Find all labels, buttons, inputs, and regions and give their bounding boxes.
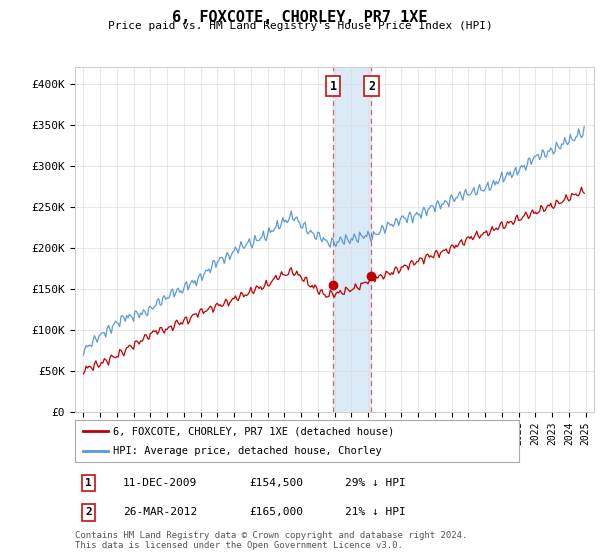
Text: Price paid vs. HM Land Registry's House Price Index (HPI): Price paid vs. HM Land Registry's House … bbox=[107, 21, 493, 31]
Bar bbox=[333, 67, 371, 412]
Text: HPI: Average price, detached house, Chorley: HPI: Average price, detached house, Chor… bbox=[113, 446, 382, 456]
Text: 11-DEC-2009: 11-DEC-2009 bbox=[123, 478, 197, 488]
Text: 2: 2 bbox=[85, 507, 92, 517]
Text: 1: 1 bbox=[85, 478, 92, 488]
Text: Contains HM Land Registry data © Crown copyright and database right 2024.
This d: Contains HM Land Registry data © Crown c… bbox=[75, 530, 467, 550]
Text: 29% ↓ HPI: 29% ↓ HPI bbox=[345, 478, 406, 488]
Text: £165,000: £165,000 bbox=[249, 507, 303, 517]
Text: 2: 2 bbox=[368, 80, 375, 92]
Text: 1: 1 bbox=[329, 80, 337, 92]
Text: 6, FOXCOTE, CHORLEY, PR7 1XE (detached house): 6, FOXCOTE, CHORLEY, PR7 1XE (detached h… bbox=[113, 426, 394, 436]
Text: 6, FOXCOTE, CHORLEY, PR7 1XE: 6, FOXCOTE, CHORLEY, PR7 1XE bbox=[172, 10, 428, 25]
Text: 26-MAR-2012: 26-MAR-2012 bbox=[123, 507, 197, 517]
Text: £154,500: £154,500 bbox=[249, 478, 303, 488]
Text: 21% ↓ HPI: 21% ↓ HPI bbox=[345, 507, 406, 517]
